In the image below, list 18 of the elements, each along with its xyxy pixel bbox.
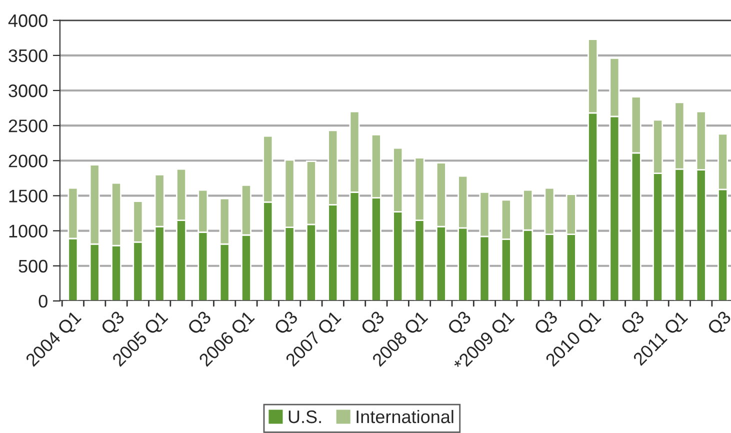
x-tick-label: Q3 bbox=[360, 310, 388, 338]
x-tick-label: Q3 bbox=[446, 310, 474, 338]
y-tick-label: 2000 bbox=[8, 154, 48, 168]
x-tick-label: Q3 bbox=[533, 310, 561, 338]
y-tick-label: 3000 bbox=[8, 84, 48, 98]
y-tick-label: 0 bbox=[38, 294, 48, 308]
y-tick-label: 4000 bbox=[8, 14, 48, 28]
y-tick-label: 1000 bbox=[9, 224, 48, 238]
x-tick-label: Q3 bbox=[100, 310, 128, 338]
x-tick-label: Q3 bbox=[186, 310, 214, 338]
y-tick-label: 1500 bbox=[9, 190, 48, 202]
legend-label: International bbox=[356, 410, 454, 424]
y-tick-label: 2500 bbox=[8, 120, 48, 132]
x-tick-label: Q3 bbox=[273, 310, 301, 338]
x-tick-label: Q3 bbox=[620, 310, 648, 338]
y-tick-label: 500 bbox=[18, 260, 48, 273]
y-tick-label: 3500 bbox=[8, 49, 48, 62]
legend-label: U.S. bbox=[288, 410, 321, 424]
